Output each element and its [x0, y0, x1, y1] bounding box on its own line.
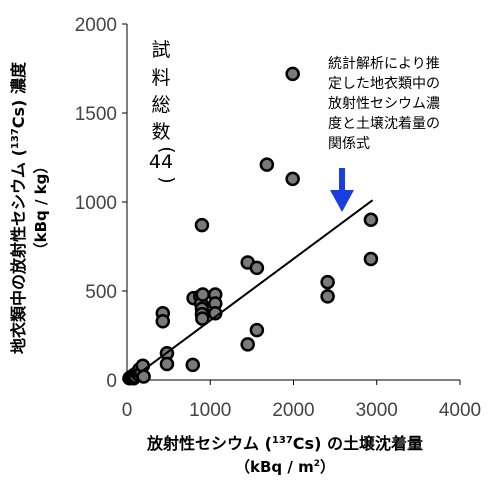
sample-count-open-paren: (: [156, 146, 178, 153]
x-tick-label: 0: [122, 400, 133, 421]
annotation-line-4: 度と土壌沈着量の: [328, 116, 440, 132]
axis-ticks: 0 1000 2000 3000 4000 0 500 1000 1500 2000: [75, 15, 481, 421]
sample-label-char-4: 数: [151, 121, 170, 143]
annotation-line-2: 定した地衣類中の: [328, 76, 440, 92]
y-tick-label: 2000: [75, 15, 117, 36]
data-point: [285, 171, 300, 187]
data-point: [320, 274, 335, 290]
annotation: 統計解析により推 定した地衣類中の 放射性セシウム濃 度と土壌沈着量の 関係式: [328, 56, 440, 152]
data-point: [363, 251, 379, 267]
x-tick-label: 2000: [272, 400, 314, 421]
data-point: [159, 356, 175, 372]
sample-label-char-3: 総: [151, 94, 170, 116]
y-tick-label: 0: [106, 371, 117, 392]
y-axis-title: 地衣類中の放射性セシウム (137Cs) 濃度: [9, 61, 28, 354]
x-tick-label: 4000: [439, 400, 481, 421]
data-point: [155, 314, 171, 329]
data-point: [259, 157, 275, 172]
data-point: [195, 287, 211, 302]
y-axis-unit: （kBq / kg）: [32, 159, 50, 258]
y-tick-label: 1500: [75, 104, 117, 125]
data-point: [320, 289, 335, 304]
data-point: [185, 357, 201, 373]
data-point: [249, 322, 265, 338]
data-point: [285, 66, 300, 82]
data-point: [195, 311, 210, 326]
data-point: [363, 212, 379, 228]
x-tick-label: 1000: [189, 400, 231, 421]
data-point: [240, 337, 255, 352]
y-tick-label: 1000: [75, 193, 117, 214]
blue-arrow-icon: [330, 168, 354, 212]
sample-label-char-2: 料: [151, 67, 170, 89]
annotation-line-1: 統計解析により推: [328, 56, 440, 72]
sample-count-label: 試 料 総 数 ( 44 ): [149, 39, 178, 184]
regression-line: [133, 199, 374, 379]
y-tick-label: 500: [85, 282, 117, 303]
sample-count-close-paren: ): [156, 176, 178, 183]
x-axis-title: 放射性セシウム (137Cs) の土壌沈着量: [146, 434, 423, 453]
annotation-line-5: 関係式: [328, 136, 370, 152]
x-axis-unit: （kBq / m2）: [235, 458, 335, 476]
data-points: [122, 66, 379, 386]
annotation-line-3: 放射性セシウム濃: [328, 96, 440, 112]
sample-label-char-1: 試: [151, 39, 170, 61]
data-point: [249, 260, 265, 276]
x-tick-label: 3000: [356, 400, 398, 421]
data-point: [194, 217, 210, 233]
sample-count-number: 44: [149, 151, 173, 173]
